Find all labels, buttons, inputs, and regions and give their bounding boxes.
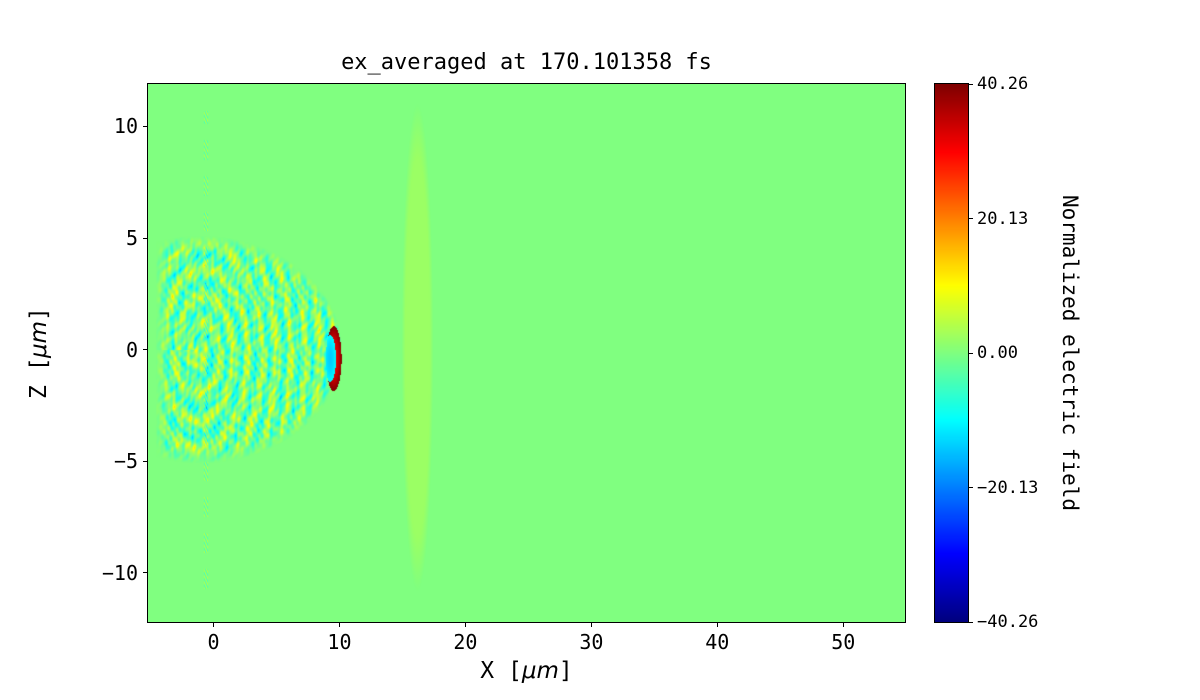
- colorbar-tick-label: 0.00: [977, 343, 1018, 363]
- y-tick-label: 10: [113, 114, 138, 139]
- x-tick-label: 10: [327, 630, 352, 654]
- x-axis-label-close: ]: [558, 658, 573, 684]
- y-tick-label: −5: [113, 449, 138, 474]
- colorbar-canvas: [935, 84, 968, 622]
- y-tick-mark: [143, 460, 147, 462]
- colorbar-tick-mark: [969, 352, 973, 354]
- y-axis-label-text: Z [: [26, 357, 52, 400]
- colorbar-tick-mark: [969, 218, 973, 219]
- x-tick-label: 50: [831, 630, 856, 654]
- y-tick-label: 5: [125, 226, 138, 251]
- x-tick-mark: [842, 623, 844, 627]
- y-axis-label: Z [μm]: [20, 84, 58, 622]
- colorbar-tick-label: 40.26: [977, 74, 1029, 94]
- y-tick-label: 0: [125, 337, 138, 362]
- x-tick-mark: [212, 623, 214, 627]
- x-tick-label: 0: [207, 630, 220, 654]
- colorbar-tick-mark: [969, 83, 973, 85]
- x-tick-mark: [716, 623, 718, 627]
- y-tick-label: −10: [101, 560, 138, 585]
- x-tick-label: 30: [579, 630, 604, 654]
- colorbar-tick-label: 20.13: [977, 208, 1029, 229]
- x-tick-label: 20: [453, 630, 478, 654]
- y-tick-mark: [143, 237, 147, 239]
- y-tick-mark: [143, 572, 147, 574]
- plot-area: [147, 83, 906, 623]
- colorbar-tick-label: −20.13: [977, 477, 1039, 498]
- y-tick-mark: [143, 125, 147, 127]
- chart-title: ex_averaged at 170.101358 fs: [341, 50, 712, 75]
- heatmap-canvas: [148, 84, 905, 622]
- y-axis-label-close: ]: [26, 306, 52, 321]
- x-axis-label: X [μm]: [148, 658, 905, 684]
- colorbar-label: Normalized electric field: [1058, 194, 1082, 512]
- x-tick-mark: [464, 623, 466, 627]
- x-tick-mark: [590, 623, 592, 627]
- colorbar-tick-label: −40.26: [977, 612, 1039, 632]
- colorbar-tick-mark: [969, 487, 973, 488]
- y-axis-label-unit: μm: [26, 320, 52, 358]
- colorbar-tick-mark: [969, 621, 973, 623]
- x-tick-label: 40: [705, 630, 730, 654]
- x-axis-label-text: X [: [480, 658, 522, 684]
- x-tick-mark: [338, 623, 340, 627]
- x-axis-label-unit: μm: [521, 658, 559, 684]
- y-tick-mark: [143, 349, 147, 351]
- colorbar: [934, 83, 969, 623]
